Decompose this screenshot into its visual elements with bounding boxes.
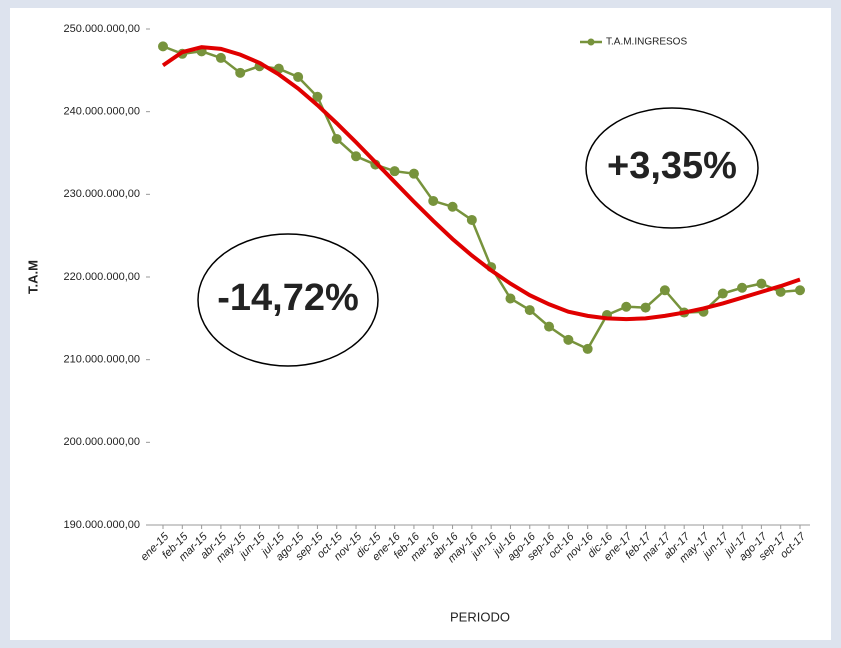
y-axis-title: T.A.M [25, 260, 40, 294]
annotation-ellipse [585, 107, 759, 229]
annotation: -14,72% [217, 277, 359, 319]
data-point [466, 214, 477, 225]
annotation: +3,35% [607, 145, 737, 187]
data-point [312, 91, 323, 102]
data-point [158, 41, 168, 52]
data-point [524, 305, 535, 316]
y-tick-label: 250.000.000,00 [64, 23, 140, 35]
x-axis-title: PERIODO [450, 609, 510, 624]
data-point [621, 301, 632, 312]
data-point [582, 343, 593, 354]
annotation-ellipse [197, 233, 379, 367]
data-point [640, 302, 651, 313]
data-point [389, 166, 400, 177]
data-point [795, 285, 805, 296]
data-point [544, 321, 555, 332]
data-point [756, 278, 767, 289]
legend-marker [587, 38, 595, 46]
data-point [659, 285, 670, 296]
y-tick-label: 190.000.000,00 [64, 519, 140, 531]
y-tick-label: 220.000.000,00 [64, 271, 140, 283]
y-tick-label: 210.000.000,00 [64, 354, 140, 366]
data-point [293, 71, 304, 82]
legend-label: T.A.M.INGRESOS [606, 37, 687, 48]
data-point [331, 133, 342, 144]
data-point [351, 151, 362, 162]
data-point [215, 52, 226, 63]
y-tick-label: 230.000.000,00 [64, 188, 140, 200]
data-point [563, 334, 574, 345]
data-point [505, 293, 516, 304]
data-point [428, 195, 439, 206]
data-point [737, 282, 748, 293]
data-point [408, 168, 419, 179]
y-tick-label: 240.000.000,00 [64, 106, 140, 118]
data-point [235, 67, 246, 78]
data-point [717, 288, 728, 299]
y-tick-label: 200.000.000,00 [64, 436, 140, 448]
trend-line [161, 45, 801, 322]
data-point [447, 201, 458, 212]
data-point [775, 286, 786, 297]
